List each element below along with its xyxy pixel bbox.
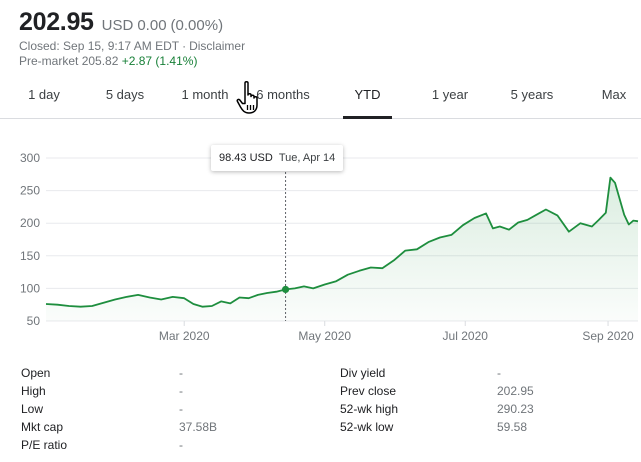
y-tick-label: 150 [20,249,40,263]
stat-value: 37.58B [179,420,218,434]
x-tick-label: Jul 2020 [443,329,489,343]
stat-value: - [497,366,501,380]
stat-row-div-yield: Div yield - [340,364,534,382]
tab-5-years[interactable]: 5 years [510,87,554,102]
price-change: 0.00 [137,17,167,34]
stat-value: 290.23 [497,402,534,416]
x-tick-label: Mar 2020 [159,329,210,343]
premarket-price: 205.82 [81,54,119,68]
hand-pointer-cursor-icon [236,80,268,121]
tab-1-month[interactable]: 1 month [181,87,229,102]
y-tick-label: 100 [20,281,40,295]
stat-row-prev-close: Prev close 202.95 [340,382,534,400]
stat-value: 202.95 [497,384,534,398]
premarket-label: Pre-market [19,54,79,68]
stat-label: Mkt cap [21,420,64,434]
y-tick-label: 50 [27,314,41,328]
hover-point [281,285,290,294]
price-chart[interactable]: 50 100 150 200 250 300 Mar 2020 May 2020 Jul 20… [0,140,641,350]
tooltip-value: 98.43 USD [219,152,273,164]
stat-row-low: Low - [21,400,217,418]
stat-value: - [179,438,183,452]
disclaimer-link[interactable]: Disclaimer [189,39,246,53]
stat-row-high: High - [21,382,217,400]
tab-6-months[interactable]: 6 months [256,87,310,102]
x-tick-label: Sep 2020 [582,329,634,343]
tab-max[interactable]: Max [601,87,627,102]
y-tick-label: 300 [20,151,40,165]
stat-label: Div yield [340,366,386,380]
stat-value: - [179,366,183,380]
premarket-change: +2.87 (1.41%) [121,54,198,68]
stat-label: 52-wk high [340,402,399,416]
market-status-line: Closed: Sep 15, 9:17 AM EDT · Disclaimer [19,39,245,53]
stat-label: Low [21,402,44,416]
stat-label: Open [21,366,51,380]
tab-ytd[interactable]: YTD [343,76,392,119]
tab-1-day[interactable]: 1 day [28,87,60,102]
y-axis-ticks: 50 100 150 200 250 300 [20,151,40,328]
price-line [45,176,639,308]
stat-row-52wk-high: 52-wk high 290.23 [340,400,534,418]
chart-tooltip: 98.43 USD Tue, Apr 14 [211,145,344,171]
price-header: 202.95 USD 0.00 (0.00%) [19,8,223,37]
x-tick-label: May 2020 [298,329,351,343]
stat-label: P/E ratio [21,438,68,452]
premarket-line: Pre-market 205.82 +2.87 (1.41%) [19,54,197,68]
price-change-percent: (0.00%) [170,17,224,34]
stat-label: Prev close [340,384,397,398]
closed-time-text: Closed: Sep 15, 9:17 AM EDT [19,39,180,53]
key-stats-left: Open - High - Low - Mkt cap 37.58B P/E ratio… [21,364,217,454]
price-chart-svg[interactable]: 50 100 150 200 250 300 Mar 2020 May 2020 Jul 20… [0,140,641,350]
price-area-fill [46,177,638,321]
currency-label: USD [101,17,134,34]
stat-value: - [179,384,183,398]
stat-row-open: Open - [21,364,217,382]
range-tabs: 1 day 5 days 1 month 6 months YTD 1 year… [0,76,641,119]
stat-value: - [179,402,183,416]
stat-value: 59.58 [497,420,528,434]
stat-label: 52-wk low [340,420,394,434]
separator-dot: · [182,39,187,53]
stat-row-pe-ratio: P/E ratio - [21,436,217,454]
tab-1-year[interactable]: 1 year [431,87,469,102]
x-axis-ticks: Mar 2020 May 2020 Jul 2020 Sep 2020 [159,321,634,343]
y-tick-label: 200 [20,216,40,230]
stat-label: High [21,384,46,398]
y-tick-label: 250 [20,184,40,198]
current-price: 202.95 [19,8,94,36]
key-stats-right: Div yield - Prev close 202.95 52-wk high 29… [340,364,534,436]
stat-row-mkt-cap: Mkt cap 37.58B [21,418,217,436]
stat-row-52wk-low: 52-wk low 59.58 [340,418,534,436]
tooltip-date: Tue, Apr 14 [278,152,336,164]
tab-5-days[interactable]: 5 days [105,87,145,102]
